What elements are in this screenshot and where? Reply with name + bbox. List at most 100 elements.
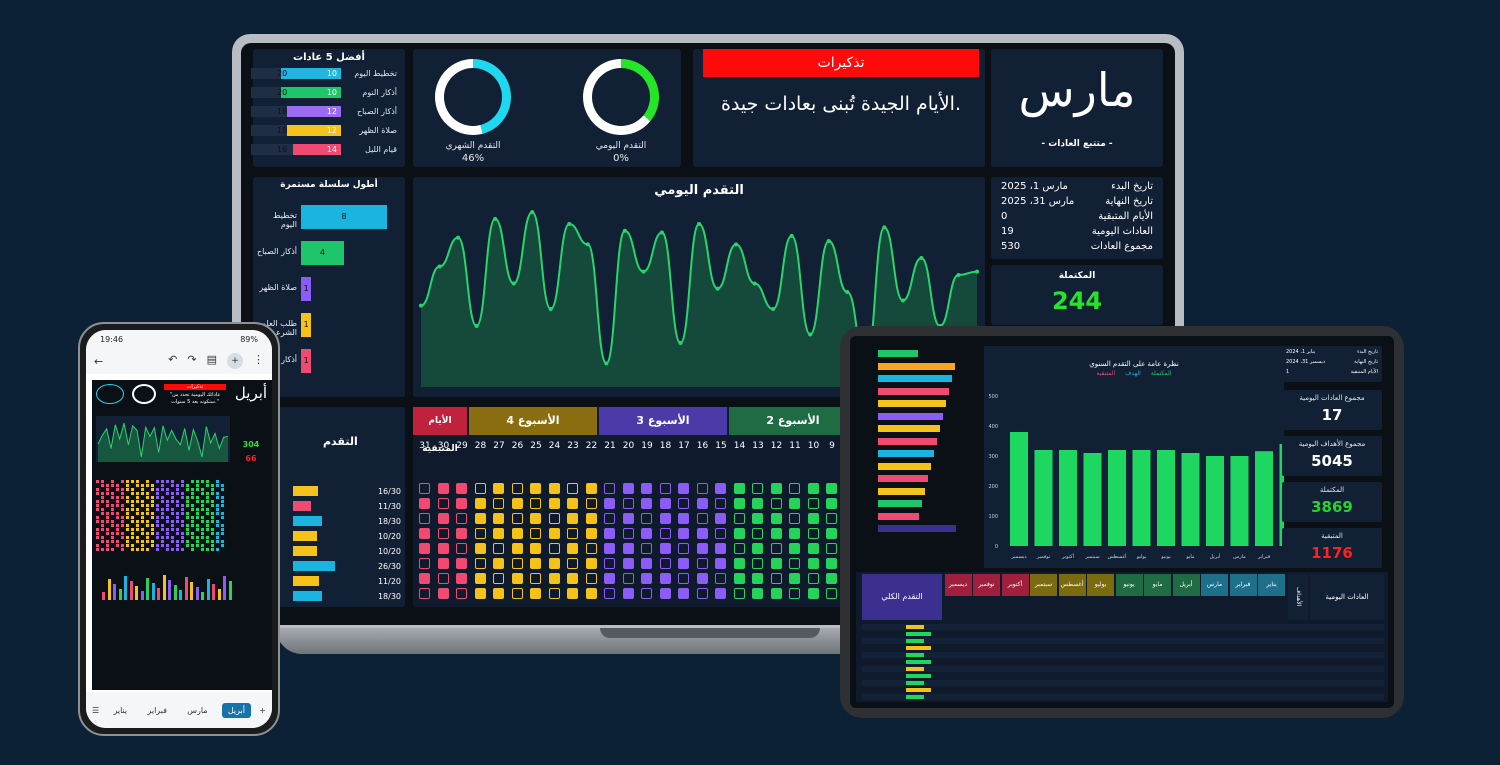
day-checkbox[interactable] xyxy=(733,573,745,584)
comment-icon[interactable]: ▤ xyxy=(206,353,217,366)
day-checkbox[interactable] xyxy=(567,573,578,584)
day-checkbox[interactable] xyxy=(715,498,726,509)
day-checkbox[interactable] xyxy=(530,513,541,524)
day-checkbox[interactable] xyxy=(770,558,782,569)
day-checkbox[interactable] xyxy=(419,483,430,494)
day-checkbox[interactable] xyxy=(622,558,634,569)
day-checkbox[interactable] xyxy=(437,573,449,584)
day-checkbox[interactable] xyxy=(678,558,689,569)
sheets-menu-icon[interactable]: ☰ xyxy=(92,705,100,715)
day-checkbox[interactable] xyxy=(622,573,634,584)
day-checkbox[interactable] xyxy=(807,588,819,599)
day-checkbox[interactable] xyxy=(456,558,467,569)
day-checkbox[interactable] xyxy=(622,483,634,494)
day-checkbox[interactable] xyxy=(715,573,726,584)
day-checkbox[interactable] xyxy=(585,588,597,599)
day-checkbox[interactable] xyxy=(696,573,708,584)
day-checkbox[interactable] xyxy=(474,573,486,584)
day-checkbox[interactable] xyxy=(604,558,615,569)
day-checkbox[interactable] xyxy=(696,588,708,599)
day-checkbox[interactable] xyxy=(585,498,597,509)
day-checkbox[interactable] xyxy=(641,588,652,599)
day-checkbox[interactable] xyxy=(567,558,578,569)
tab-march[interactable]: مارس xyxy=(187,705,208,715)
day-checkbox[interactable] xyxy=(826,513,837,524)
day-checkbox[interactable] xyxy=(826,543,837,554)
day-checkbox[interactable] xyxy=(585,573,597,584)
day-checkbox[interactable] xyxy=(733,528,745,539)
tab-february[interactable]: فبراير xyxy=(147,705,167,715)
day-checkbox[interactable] xyxy=(437,498,449,509)
day-checkbox[interactable] xyxy=(659,573,671,584)
day-checkbox[interactable] xyxy=(567,483,578,494)
day-checkbox[interactable] xyxy=(437,588,449,599)
day-checkbox[interactable] xyxy=(419,588,430,599)
day-checkbox[interactable] xyxy=(604,498,615,509)
day-checkbox[interactable] xyxy=(604,588,615,599)
more-icon[interactable]: ⋮ xyxy=(253,353,264,366)
day-checkbox[interactable] xyxy=(604,573,615,584)
day-checkbox[interactable] xyxy=(530,528,541,539)
day-checkbox[interactable] xyxy=(493,588,504,599)
day-checkbox[interactable] xyxy=(678,573,689,584)
day-checkbox[interactable] xyxy=(474,543,486,554)
day-checkbox[interactable] xyxy=(696,483,708,494)
day-checkbox[interactable] xyxy=(659,498,671,509)
day-checkbox[interactable] xyxy=(659,528,671,539)
day-checkbox[interactable] xyxy=(437,513,449,524)
day-checkbox[interactable] xyxy=(530,588,541,599)
day-checkbox[interactable] xyxy=(641,543,652,554)
day-checkbox[interactable] xyxy=(826,483,837,494)
day-checkbox[interactable] xyxy=(752,483,763,494)
day-checkbox[interactable] xyxy=(770,483,782,494)
day-checkbox[interactable] xyxy=(789,588,800,599)
day-checkbox[interactable] xyxy=(493,513,504,524)
day-checkbox[interactable] xyxy=(733,588,745,599)
day-checkbox[interactable] xyxy=(456,573,467,584)
day-checkbox[interactable] xyxy=(419,543,430,554)
day-checkbox[interactable] xyxy=(826,528,837,539)
day-checkbox[interactable] xyxy=(585,558,597,569)
day-checkbox[interactable] xyxy=(604,483,615,494)
day-checkbox[interactable] xyxy=(733,498,745,509)
day-checkbox[interactable] xyxy=(807,513,819,524)
day-checkbox[interactable] xyxy=(733,558,745,569)
day-checkbox[interactable] xyxy=(456,498,467,509)
day-checkbox[interactable] xyxy=(604,543,615,554)
day-checkbox[interactable] xyxy=(567,588,578,599)
day-checkbox[interactable] xyxy=(678,483,689,494)
tab-january[interactable]: يناير xyxy=(113,705,128,715)
day-checkbox[interactable] xyxy=(659,588,671,599)
day-checkbox[interactable] xyxy=(678,498,689,509)
day-checkbox[interactable] xyxy=(826,588,837,599)
day-checkbox[interactable] xyxy=(567,528,578,539)
day-checkbox[interactable] xyxy=(530,498,541,509)
day-checkbox[interactable] xyxy=(511,558,523,569)
day-checkbox[interactable] xyxy=(715,513,726,524)
day-checkbox[interactable] xyxy=(696,558,708,569)
day-checkbox[interactable] xyxy=(567,498,578,509)
day-checkbox[interactable] xyxy=(604,513,615,524)
day-checkbox[interactable] xyxy=(437,528,449,539)
day-checkbox[interactable] xyxy=(548,558,560,569)
day-checkbox[interactable] xyxy=(548,528,560,539)
day-checkbox[interactable] xyxy=(474,483,486,494)
day-checkbox[interactable] xyxy=(530,483,541,494)
day-checkbox[interactable] xyxy=(752,558,763,569)
day-checkbox[interactable] xyxy=(641,483,652,494)
day-checkbox[interactable] xyxy=(493,528,504,539)
day-checkbox[interactable] xyxy=(474,588,486,599)
day-checkbox[interactable] xyxy=(585,543,597,554)
day-checkbox[interactable] xyxy=(807,543,819,554)
day-checkbox[interactable] xyxy=(770,573,782,584)
add-sheet-icon[interactable]: + xyxy=(259,705,266,715)
day-checkbox[interactable] xyxy=(789,513,800,524)
day-checkbox[interactable] xyxy=(807,558,819,569)
day-checkbox[interactable] xyxy=(511,588,523,599)
day-checkbox[interactable] xyxy=(511,543,523,554)
day-checkbox[interactable] xyxy=(548,588,560,599)
day-checkbox[interactable] xyxy=(437,558,449,569)
day-checkbox[interactable] xyxy=(419,498,430,509)
day-checkbox[interactable] xyxy=(807,573,819,584)
day-checkbox[interactable] xyxy=(641,558,652,569)
